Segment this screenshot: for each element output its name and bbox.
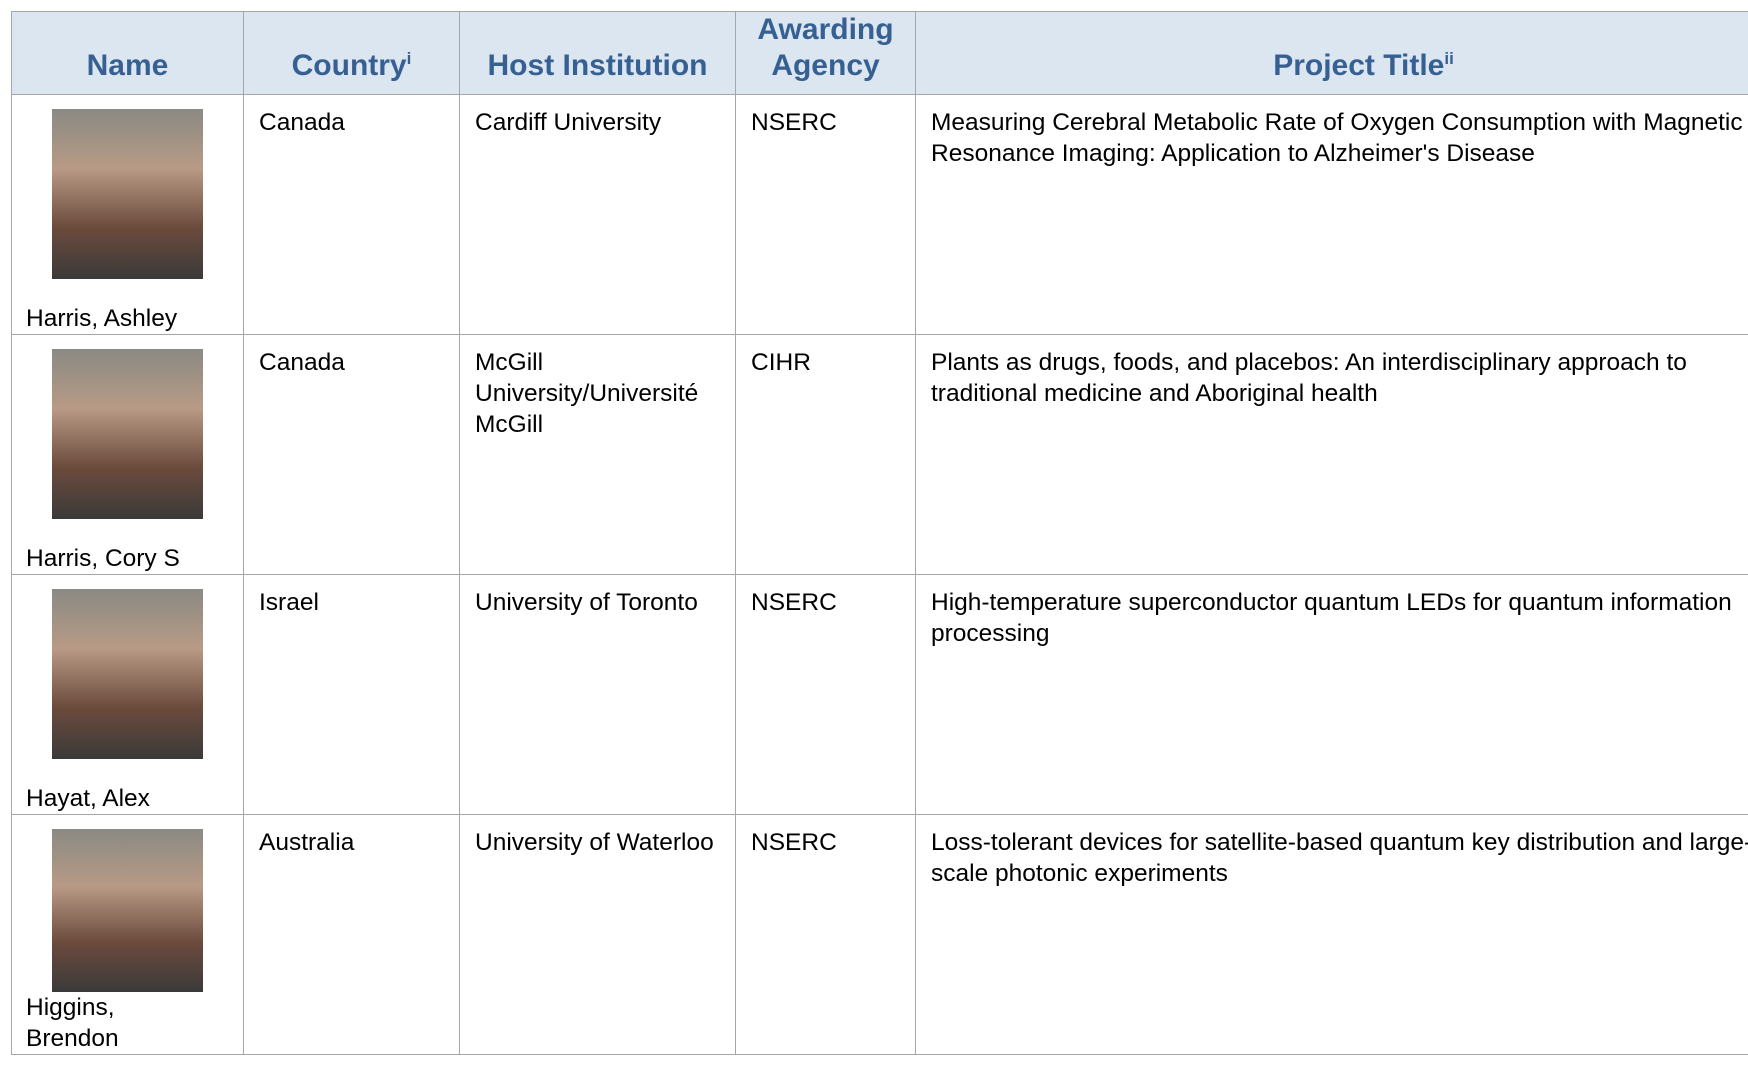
footnote-marker: ii xyxy=(1444,49,1454,68)
header-text: Project Title xyxy=(1273,49,1445,82)
column-header: Countryi xyxy=(243,11,460,95)
cell-text: Plants as drugs, foods, and placebos: An… xyxy=(931,349,1687,407)
table-cell: University of Waterloo xyxy=(459,814,736,1055)
table-cell: Cardiff University xyxy=(459,94,736,335)
name-box: Harris, Ashley xyxy=(26,109,243,334)
table-row: Harris, Cory S Canada McGill University/Un… xyxy=(11,334,1748,575)
cell-text: University of Toronto xyxy=(475,589,698,616)
header-text: Host Institution xyxy=(487,49,708,82)
column-header: Project Titleii xyxy=(915,11,1748,95)
photo xyxy=(52,829,203,992)
photo xyxy=(52,109,203,279)
cell-text: Israel xyxy=(259,589,319,616)
table-cell: Canada xyxy=(243,94,460,335)
person-name: Hayat, Alex xyxy=(26,785,150,812)
cell-text: Canada xyxy=(259,349,345,376)
table-cell: McGill University/Université McGill xyxy=(459,334,736,575)
column-header: Host Institution xyxy=(459,11,736,95)
table-cell: Australia xyxy=(243,814,460,1055)
table-cell: Israel xyxy=(243,574,460,815)
cell-text: NSERC xyxy=(751,109,837,136)
table-cell: Plants as drugs, foods, and placebos: An… xyxy=(915,334,1748,575)
person-name: Harris, Ashley xyxy=(26,305,178,332)
table-row: Higgins, Brendon Australia University of W… xyxy=(11,814,1748,1055)
cell-text: University of Waterloo xyxy=(475,829,714,856)
column-header: Awarding Agency xyxy=(735,11,916,95)
cell-text: CIHR xyxy=(751,349,811,376)
cell-text: Cardiff University xyxy=(475,109,662,136)
table-cell: CIHR xyxy=(735,334,916,575)
name-cell: Harris, Ashley xyxy=(11,94,244,335)
name-cell: Higgins, Brendon xyxy=(11,814,244,1055)
table-cell: NSERC xyxy=(735,814,916,1055)
awards-table: Name Countryi Host Institution Awarding Age… xyxy=(11,11,1748,1055)
name-box: Higgins, Brendon xyxy=(26,829,243,1054)
header-text: Country xyxy=(291,49,407,82)
cell-text: Canada xyxy=(259,109,345,136)
person-name: Harris, Cory S xyxy=(26,545,180,572)
person-name: Higgins, Brendon xyxy=(26,994,119,1052)
name-box: Harris, Cory S xyxy=(26,349,243,574)
cell-text: NSERC xyxy=(751,589,837,616)
photo xyxy=(52,589,203,759)
footnote-marker: i xyxy=(406,49,412,68)
cell-text: High-temperature superconductor quantum … xyxy=(931,589,1732,647)
table-cell: High-temperature superconductor quantum … xyxy=(915,574,1748,815)
header-text: Name xyxy=(86,49,169,82)
header-row: Name Countryi Host Institution Awarding Age… xyxy=(11,11,1748,95)
table-row: Harris, Ashley Canada Cardiff University NS… xyxy=(11,94,1748,335)
cell-text: Australia xyxy=(259,829,355,856)
header-text: Awarding Agency xyxy=(757,13,894,82)
column-header: Name xyxy=(11,11,244,95)
table-cell: NSERC xyxy=(735,94,916,335)
table-cell: Loss-tolerant devices for satellite-base… xyxy=(915,814,1748,1055)
table-cell: Canada xyxy=(243,334,460,575)
table-cell: NSERC xyxy=(735,574,916,815)
cell-text: Loss-tolerant devices for satellite-base… xyxy=(931,829,1748,887)
table-cell: Measuring Cerebral Metabolic Rate of Oxy… xyxy=(915,94,1748,335)
photo xyxy=(52,349,203,519)
name-cell: Harris, Cory S xyxy=(11,334,244,575)
table-body: Harris, Ashley Canada Cardiff University NS… xyxy=(11,94,1748,1055)
table-row: Hayat, Alex Israel University of Toronto NS… xyxy=(11,574,1748,815)
table-container: Name Countryi Host Institution Awarding Age… xyxy=(11,11,1748,1055)
table-cell: University of Toronto xyxy=(459,574,736,815)
name-box: Hayat, Alex xyxy=(26,589,243,814)
cell-text: McGill University/Université McGill xyxy=(475,349,699,438)
name-cell: Hayat, Alex xyxy=(11,574,244,815)
cell-text: Measuring Cerebral Metabolic Rate of Oxy… xyxy=(931,109,1743,167)
cell-text: NSERC xyxy=(751,829,837,856)
